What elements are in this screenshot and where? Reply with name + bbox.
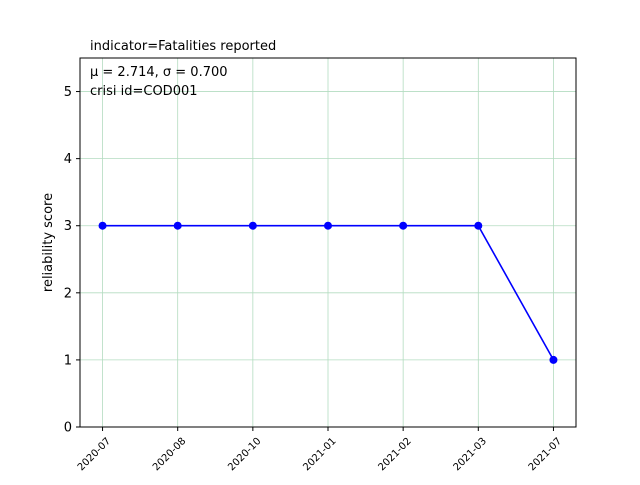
y-tick-label: 1	[64, 353, 72, 368]
grid	[80, 58, 576, 428]
series	[98, 221, 558, 364]
y-tick-label: 5	[64, 85, 72, 100]
x-tick-label: 2021-02	[376, 436, 413, 473]
data-point	[248, 221, 257, 230]
crisis-annotation: crisi id=COD001	[90, 84, 198, 99]
data-point	[324, 221, 332, 230]
x-tick-label: 2021-03	[452, 436, 489, 473]
stats-annotation: μ = 2.714, σ = 0.700	[90, 65, 228, 80]
x-tick-label: 2020-10	[226, 436, 263, 473]
x-tick-label: 2021-01	[301, 436, 338, 473]
data-point	[173, 221, 182, 230]
x-tick-label: 2020-07	[76, 436, 113, 473]
y-axis: 0 1 2 3 4 5	[64, 85, 80, 436]
y-tick-label: 0	[64, 421, 72, 436]
y-tick-label: 3	[64, 219, 72, 234]
y-axis-label: reliability score	[41, 193, 56, 292]
x-axis: 2020-07 2020-08 2020-10 2021-01 2021-02 2021-…	[76, 427, 564, 473]
x-tick-label: 2021-07	[527, 436, 564, 473]
chart-title: indicator=Fatalities reported	[90, 39, 276, 54]
data-point	[474, 221, 483, 230]
data-point	[549, 355, 558, 364]
x-tick-label: 2020-08	[151, 436, 188, 473]
data-point	[399, 221, 408, 230]
y-tick-label: 4	[64, 152, 72, 167]
y-tick-label: 2	[64, 286, 72, 301]
data-point	[98, 221, 107, 230]
